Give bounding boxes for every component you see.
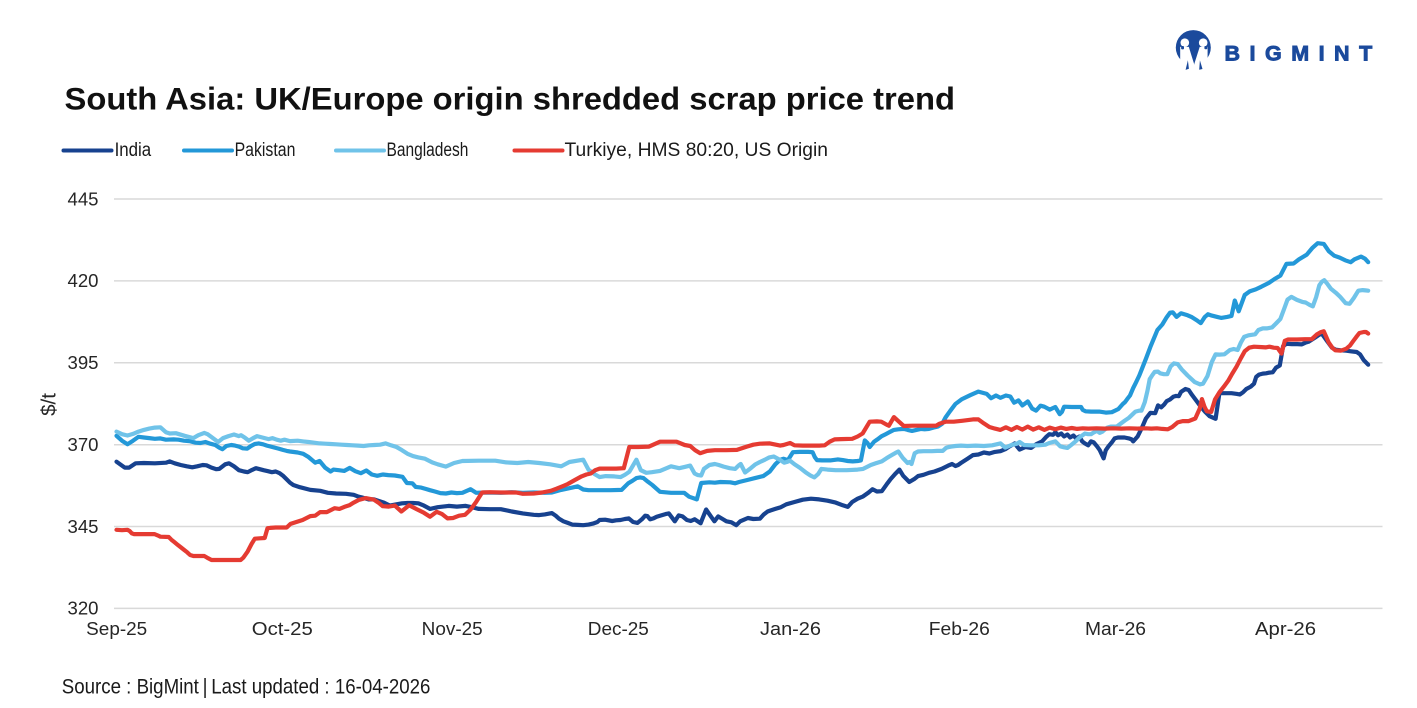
svg-text:South Asia: UK/Europe origin s: South Asia: UK/Europe origin shredded sc… xyxy=(65,81,956,117)
svg-text:Turkiye, HMS 80:20, US Origin: Turkiye, HMS 80:20, US Origin xyxy=(565,140,829,161)
svg-text:345: 345 xyxy=(68,517,99,537)
svg-text:India: India xyxy=(115,140,152,161)
svg-text:Dec-25: Dec-25 xyxy=(588,619,649,639)
svg-text:320: 320 xyxy=(68,599,99,619)
svg-text:$/t: $/t xyxy=(37,393,60,416)
svg-text:Apr-26: Apr-26 xyxy=(1255,619,1316,639)
svg-text:395: 395 xyxy=(68,353,99,373)
svg-text:Mar-26: Mar-26 xyxy=(1085,619,1146,639)
svg-text:Source : BigMint | Last update: Source : BigMint | Last updated : 16-04-… xyxy=(62,675,431,698)
svg-text:Feb-26: Feb-26 xyxy=(929,619,990,639)
svg-text:370: 370 xyxy=(68,435,99,455)
svg-text:420: 420 xyxy=(68,271,99,291)
svg-text:445: 445 xyxy=(68,189,99,209)
svg-text:BIGMINT: BIGMINT xyxy=(1225,42,1377,66)
svg-text:Pakistan: Pakistan xyxy=(235,140,296,161)
svg-text:Jan-26: Jan-26 xyxy=(760,619,821,639)
svg-text:Sep-25: Sep-25 xyxy=(86,619,147,639)
svg-text:Bangladesh: Bangladesh xyxy=(387,140,469,161)
svg-text:Nov-25: Nov-25 xyxy=(422,619,483,639)
svg-text:Oct-25: Oct-25 xyxy=(252,619,313,639)
